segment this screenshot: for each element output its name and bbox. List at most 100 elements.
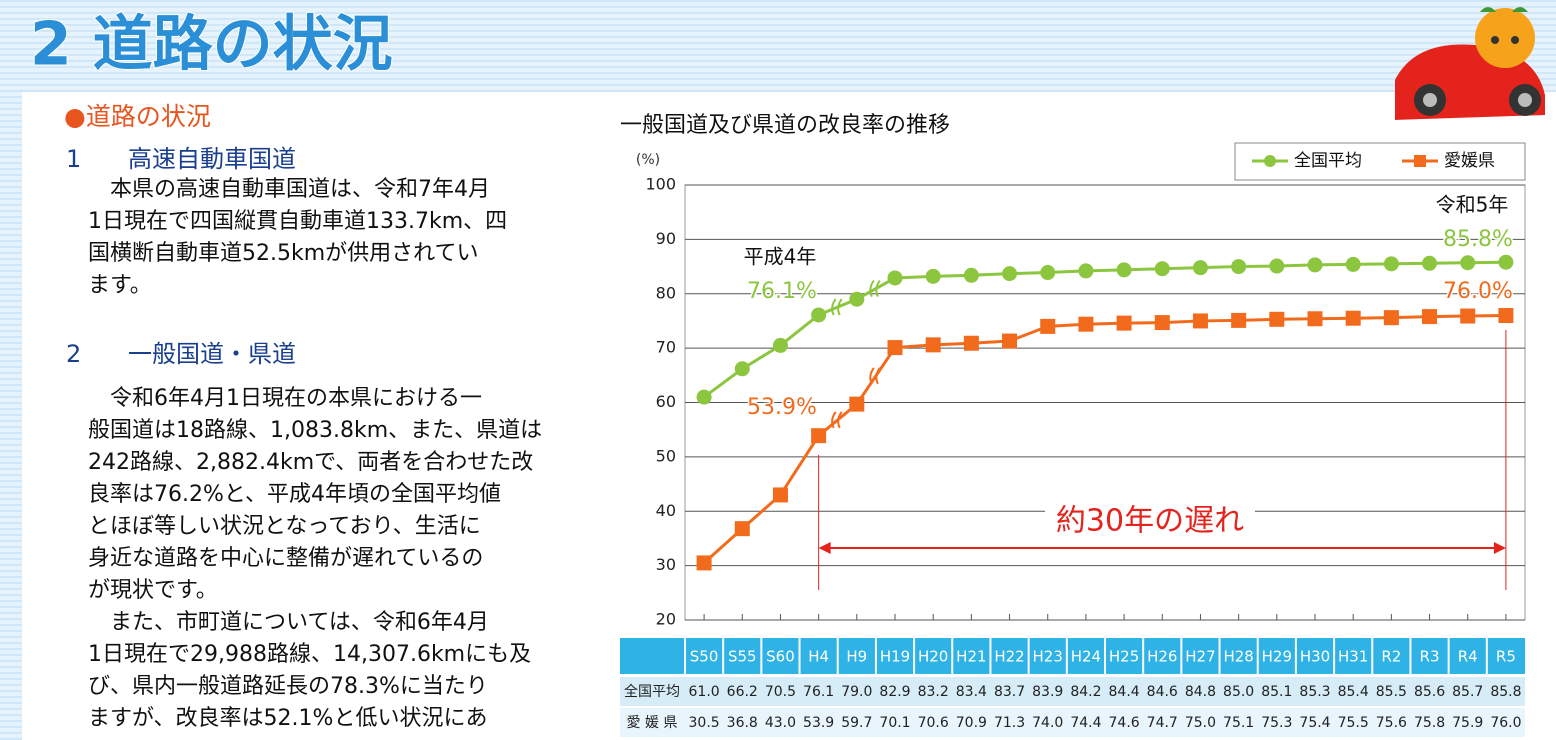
table-cell: 83.7 bbox=[994, 684, 1025, 700]
marker bbox=[1308, 311, 1323, 326]
table-cell: 84.4 bbox=[1109, 684, 1140, 700]
table-cell: 75.9 bbox=[1452, 715, 1483, 731]
marker bbox=[1078, 317, 1093, 332]
table-header: R4 bbox=[1458, 648, 1478, 666]
table-header: S50 bbox=[690, 648, 719, 666]
table-cell: 70.1 bbox=[879, 715, 910, 731]
marker bbox=[888, 270, 903, 285]
table-cell: 30.5 bbox=[689, 715, 720, 731]
body-line: 国横断自動車道52.5kmが供用されてい bbox=[88, 241, 479, 266]
page-title: 2 道路の状況 bbox=[30, 10, 393, 80]
marker bbox=[697, 390, 712, 405]
body-line: とほぼ等しい状況となっており、生活に bbox=[88, 514, 481, 539]
y-tick-label: 20 bbox=[656, 610, 676, 629]
marker bbox=[1346, 311, 1361, 326]
table-cell: 71.3 bbox=[994, 715, 1025, 731]
table-cell: 75.1 bbox=[1223, 715, 1254, 731]
marker bbox=[735, 361, 750, 376]
marker bbox=[1002, 334, 1017, 349]
marker bbox=[1040, 265, 1055, 280]
marker bbox=[1002, 266, 1017, 281]
body-line: 242路線、2,882.4kmで、両者を合わせた改 bbox=[88, 450, 533, 475]
table-cell: 75.5 bbox=[1338, 715, 1369, 731]
marker bbox=[1040, 319, 1055, 334]
body-line: 良率は76.2%と、平成4年頃の全国平均値 bbox=[88, 482, 501, 507]
page-canvas: 2 道路の状況 ●道路の状況 1高速自動車国道 本県の高速自動車国道は、令和7年… bbox=[0, 0, 1556, 740]
marker bbox=[1422, 309, 1437, 324]
table-cell: 83.2 bbox=[918, 684, 949, 700]
y-tick-label: 100 bbox=[645, 175, 676, 194]
table-row-label: 全国平均 bbox=[624, 683, 680, 700]
annotation: 53.9% bbox=[747, 395, 817, 420]
table-header: R2 bbox=[1381, 648, 1401, 666]
marker bbox=[964, 336, 979, 351]
legend-marker bbox=[1414, 155, 1426, 167]
legend-label: 愛媛県 bbox=[1444, 151, 1495, 171]
table-cell: 83.9 bbox=[1032, 684, 1063, 700]
table-cell: 84.8 bbox=[1185, 684, 1216, 700]
body-line: 1日現在で29,988路線、14,307.6kmにも及 bbox=[88, 642, 531, 667]
annotation: 76.0% bbox=[1443, 279, 1513, 304]
table-cell: 76.0 bbox=[1490, 715, 1521, 731]
marker bbox=[926, 269, 941, 284]
subsection-title: 一般国道・県道 bbox=[128, 340, 296, 368]
table-cell: 85.6 bbox=[1414, 684, 1445, 700]
table-cell: 53.9 bbox=[803, 715, 834, 731]
table-cell: 85.1 bbox=[1261, 684, 1292, 700]
subsection-number: 2 bbox=[66, 340, 81, 368]
chart-title: 一般国道及び県道の改良率の推移 bbox=[620, 113, 950, 138]
marker bbox=[773, 338, 788, 353]
table-header: H27 bbox=[1185, 648, 1215, 666]
table-cell: 75.8 bbox=[1414, 715, 1445, 731]
table-header: H20 bbox=[918, 648, 948, 666]
marker bbox=[1269, 312, 1284, 327]
marker bbox=[926, 337, 941, 352]
marker bbox=[1346, 257, 1361, 272]
marker bbox=[811, 428, 826, 443]
marker bbox=[1155, 315, 1170, 330]
annotation: 85.8% bbox=[1443, 227, 1513, 252]
table-header: H30 bbox=[1300, 648, 1330, 666]
table-cell: 70.9 bbox=[956, 715, 987, 731]
y-tick-label: 70 bbox=[656, 338, 676, 357]
marker bbox=[735, 521, 750, 536]
body-line: 本県の高速自動車国道は、令和7年4月 bbox=[88, 177, 490, 202]
table-header: R5 bbox=[1496, 648, 1516, 666]
marker bbox=[1460, 309, 1475, 324]
table-cell: 59.7 bbox=[841, 715, 872, 731]
legend-marker bbox=[1264, 155, 1276, 167]
marker bbox=[964, 268, 979, 283]
table-cell: 74.7 bbox=[1147, 715, 1178, 731]
table-header: H22 bbox=[994, 648, 1024, 666]
body-line: 1日現在で四国縦貫自動車道133.7km、四 bbox=[88, 209, 507, 234]
table-header: H29 bbox=[1262, 648, 1292, 666]
marker bbox=[1269, 259, 1284, 274]
table-cell: 75.0 bbox=[1185, 715, 1216, 731]
marker bbox=[697, 555, 712, 570]
table-cell: 85.7 bbox=[1452, 684, 1483, 700]
annotation: 76.1% bbox=[747, 279, 817, 304]
table-header: H25 bbox=[1109, 648, 1139, 666]
annotation: 令和5年 bbox=[1436, 193, 1509, 217]
page: 2 道路の状況 ●道路の状況 1高速自動車国道 本県の高速自動車国道は、令和7年… bbox=[0, 0, 1556, 740]
marker bbox=[1498, 308, 1513, 323]
table-cell: 70.6 bbox=[918, 715, 949, 731]
table-cell: 70.5 bbox=[765, 684, 796, 700]
table-header: R3 bbox=[1420, 648, 1440, 666]
marker bbox=[1231, 313, 1246, 328]
marker bbox=[1117, 316, 1132, 331]
table-cell: 75.4 bbox=[1299, 715, 1330, 731]
marker bbox=[1155, 261, 1170, 276]
table-header: H19 bbox=[880, 648, 910, 666]
y-tick-label: 80 bbox=[656, 283, 676, 302]
table-header: H26 bbox=[1147, 648, 1177, 666]
table-header: S60 bbox=[766, 648, 795, 666]
annotation: 平成4年 bbox=[744, 245, 817, 269]
table-cell: 85.4 bbox=[1338, 684, 1369, 700]
table-cell: 85.8 bbox=[1490, 684, 1521, 700]
marker bbox=[1422, 256, 1437, 271]
subsection-title: 高速自動車国道 bbox=[128, 145, 296, 173]
table-header: S55 bbox=[728, 648, 757, 666]
marker bbox=[849, 292, 864, 307]
